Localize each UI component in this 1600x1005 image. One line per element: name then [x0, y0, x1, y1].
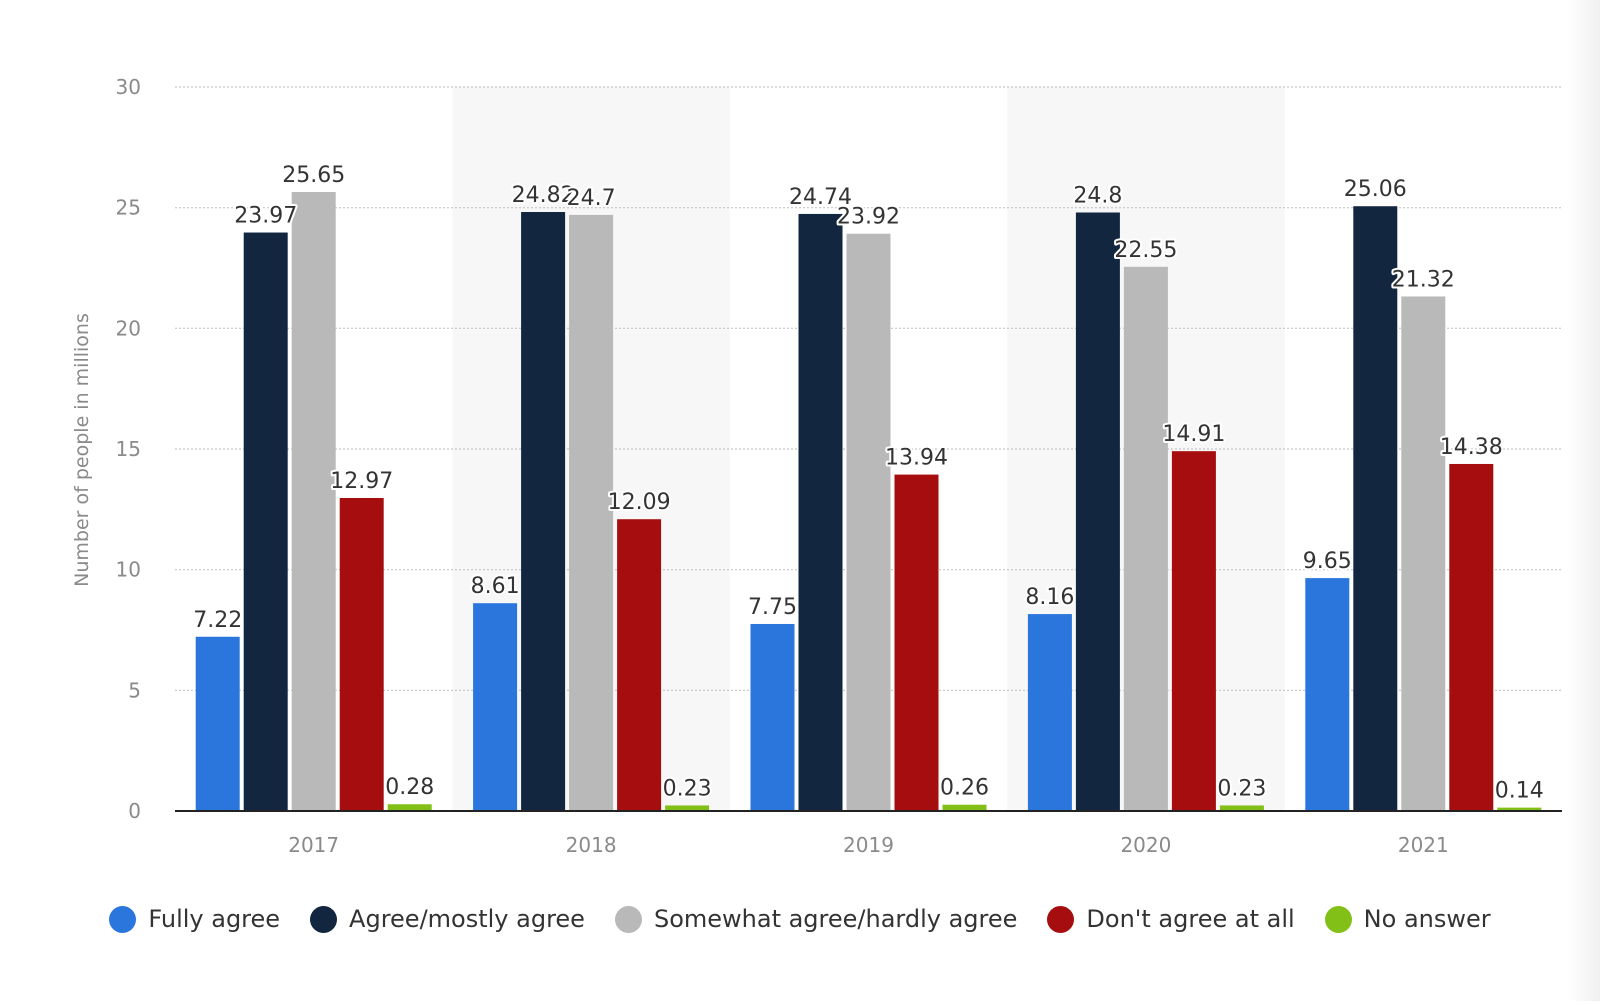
data-label: 25.06 [1344, 177, 1407, 202]
bar [1075, 212, 1120, 811]
x-tick-label: 2019 [843, 833, 894, 857]
x-tick-label: 2021 [1398, 833, 1449, 857]
data-label: 12.09 [608, 490, 671, 515]
data-label: 23.97 [234, 204, 297, 229]
bar [942, 804, 987, 811]
data-label: 8.61 [471, 574, 520, 599]
bar [521, 212, 566, 811]
data-label: 24.82 [512, 183, 575, 208]
page-edge-shadow [1568, 0, 1600, 1001]
x-axis-ticks: 2017 2018 2019 2020 2021 [288, 833, 1449, 857]
data-label: 8.16 [1025, 585, 1074, 610]
legend-marker-icon [614, 905, 642, 933]
bar [387, 804, 432, 811]
y-axis-ticks: 0 5 10 15 20 25 30 [116, 75, 141, 823]
data-label: 24.7 [567, 186, 616, 211]
legend-item[interactable]: No answer [1324, 905, 1491, 933]
legend-item[interactable]: Don't agree at all [1047, 905, 1295, 933]
data-label: 24.74 [789, 185, 852, 210]
bar [1123, 266, 1168, 811]
data-label: 14.38 [1440, 435, 1503, 460]
legend: Fully agree Agree/mostly agree Somewhat ag… [0, 895, 1600, 943]
y-tick-label: 10 [116, 558, 141, 582]
bar [1305, 578, 1350, 811]
y-axis-label: Number of people in millions [71, 313, 93, 587]
bar [1449, 463, 1494, 811]
x-tick-label: 2018 [566, 833, 617, 857]
data-label: 25.65 [282, 163, 345, 188]
bar [1219, 805, 1264, 811]
bar [665, 805, 710, 811]
bar [195, 636, 240, 811]
bar [1027, 614, 1072, 811]
data-label: 0.28 [385, 775, 434, 800]
y-tick-label: 0 [128, 799, 141, 823]
data-label: 0.23 [663, 776, 712, 801]
bar [243, 232, 288, 812]
data-label: 13.94 [885, 446, 948, 471]
y-tick-label: 30 [116, 75, 141, 99]
bar [1497, 807, 1542, 811]
bar [846, 233, 891, 812]
data-label: 7.22 [193, 608, 242, 633]
legend-item[interactable]: Agree/mostly agree [310, 905, 585, 933]
data-label: 0.14 [1495, 779, 1544, 804]
legend-marker-icon [310, 905, 338, 933]
y-tick-label: 5 [128, 678, 141, 702]
legend-item[interactable]: Fully agree [109, 905, 280, 933]
bar [569, 214, 614, 811]
bar [798, 213, 843, 811]
y-tick-label: 20 [116, 316, 141, 340]
data-label: 14.91 [1162, 422, 1225, 447]
data-label: 24.8 [1073, 183, 1122, 208]
data-label: 0.23 [1217, 776, 1266, 801]
data-label: 12.97 [330, 469, 393, 494]
bar [617, 519, 662, 811]
legend-label: Fully agree [148, 905, 281, 933]
bar [1171, 451, 1216, 811]
data-label: 9.65 [1303, 549, 1352, 574]
bar [339, 497, 384, 811]
bar [1353, 206, 1398, 811]
x-tick-label: 2017 [288, 833, 339, 857]
bar [291, 191, 336, 812]
legend-item[interactable]: Somewhat agree/hardly agree [614, 905, 1018, 933]
x-tick-label: 2020 [1120, 833, 1171, 857]
legend-marker-icon [1324, 905, 1352, 933]
legend-label: No answer [1363, 905, 1491, 933]
data-label: 22.55 [1114, 238, 1177, 263]
data-label: 7.75 [748, 595, 797, 620]
data-label: 23.92 [837, 205, 900, 230]
legend-marker-icon [109, 905, 137, 933]
legend-label: Don't agree at all [1086, 905, 1295, 933]
legend-marker-icon [1047, 905, 1075, 933]
bar [473, 603, 518, 811]
legend-label: Agree/mostly agree [349, 905, 585, 933]
bar [894, 474, 939, 811]
bar [1401, 296, 1446, 812]
bars [195, 191, 1542, 812]
y-tick-label: 25 [116, 196, 141, 220]
bar [750, 623, 795, 811]
data-label: 0.26 [940, 776, 989, 801]
data-label: 21.32 [1392, 267, 1455, 292]
legend-label: Somewhat agree/hardly agree [653, 905, 1018, 933]
y-tick-label: 15 [116, 437, 141, 461]
